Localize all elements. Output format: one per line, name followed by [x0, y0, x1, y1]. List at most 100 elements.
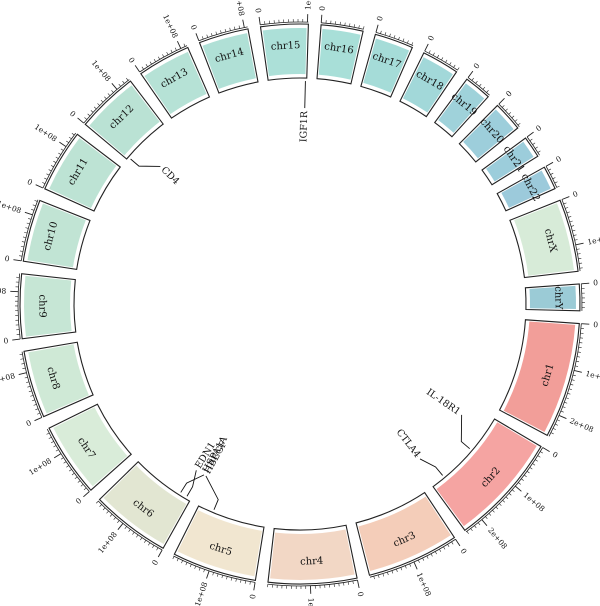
major-tick [581, 323, 590, 325]
minor-tick [499, 503, 502, 506]
minor-tick [128, 529, 131, 532]
major-tick [117, 523, 124, 530]
minor-tick [373, 576, 375, 580]
tick-group-chr15: 0 1e+08 [253, 0, 313, 26]
tick-axis-chr8 [21, 351, 43, 418]
minor-tick [571, 379, 575, 381]
minor-tick [19, 255, 23, 257]
minor-tick [514, 119, 518, 122]
minor-tick [432, 52, 435, 56]
minor-tick [20, 245, 24, 248]
gene-annotation: IGF1R [298, 81, 310, 142]
minor-tick [55, 156, 59, 159]
minor-tick [166, 51, 169, 55]
minor-tick [428, 50, 431, 54]
tick-label: 0 [318, 6, 327, 12]
minor-tick [457, 67, 460, 71]
tick-label: 1e+08 [33, 122, 59, 144]
minor-tick [140, 537, 143, 541]
minor-tick [550, 172, 554, 175]
minor-tick [400, 567, 403, 571]
minor-tick [445, 59, 448, 63]
minor-tick [124, 526, 127, 529]
tick-axis-chr6 [97, 500, 163, 551]
tick-axis-chrX [561, 199, 581, 272]
tick-axis-chrY [580, 283, 583, 311]
tick-label: 1e+08 [303, 0, 313, 10]
tick-axis-chr1 [548, 323, 582, 437]
chromosome-band-chr22 [501, 170, 551, 208]
chromosome-band-chr4 [270, 529, 355, 580]
minor-tick [453, 64, 456, 68]
tick-label: 1e+08 [587, 233, 600, 247]
minor-tick [437, 54, 440, 58]
tick-axis-chr22 [545, 166, 558, 188]
minor-tick [20, 358, 24, 360]
minor-tick [569, 220, 573, 223]
tick-label: 1e+08 [0, 371, 16, 386]
tick-label: 0 [25, 418, 33, 428]
major-tick [558, 415, 567, 419]
minor-tick [21, 363, 25, 365]
minor-tick [529, 467, 533, 470]
minor-tick [540, 451, 544, 454]
gene-connector [304, 81, 306, 109]
minor-tick [482, 86, 486, 90]
minor-tick [220, 30, 222, 34]
tick-axis-chr3 [369, 538, 456, 578]
tick-label: 0 [551, 450, 560, 460]
major-tick [526, 131, 534, 138]
chromosome-box-chr14 [198, 28, 259, 94]
chromosome-box-chr4 [267, 524, 358, 585]
minor-tick [570, 383, 574, 386]
minor-tick [349, 23, 351, 27]
minor-tick [441, 57, 444, 61]
tick-label: 1e+08 [96, 530, 119, 555]
minor-tick [60, 457, 64, 460]
minor-tick [347, 581, 349, 585]
chromosome-ring: chr1chr2chr3chr4chr5chr6chr7chr8chr9chr1… [19, 23, 581, 585]
minor-tick [226, 576, 228, 580]
chromosome-band-chr12 [89, 85, 160, 156]
tick-group-chrX: 0 1e+08 [561, 189, 600, 272]
minor-tick [240, 579, 242, 583]
major-tick [195, 33, 200, 41]
minor-tick [411, 42, 414, 46]
minor-tick [512, 489, 515, 492]
minor-tick [122, 80, 125, 84]
gene-annotation: IL-18R1 [424, 387, 470, 450]
minor-tick [557, 419, 561, 422]
chromosome-band-chr14 [202, 33, 256, 89]
minor-tick [31, 209, 35, 211]
major-tick [561, 196, 570, 200]
minor-tick [66, 465, 69, 468]
minor-tick [234, 26, 236, 30]
tick-label: 0 [248, 593, 258, 599]
minor-tick [535, 146, 538, 149]
minor-tick [77, 480, 81, 483]
minor-tick [104, 96, 107, 100]
chromosome-box-chr13 [140, 46, 211, 119]
chromosome-box-chr9 [19, 273, 77, 340]
minor-tick [238, 25, 240, 29]
tick-label: 1e+08 [306, 598, 316, 606]
major-tick [481, 519, 488, 526]
major-tick [545, 161, 554, 167]
minor-tick [28, 390, 32, 393]
major-tick [581, 282, 590, 285]
chromosome-box-chr7 [48, 403, 132, 491]
minor-tick [485, 516, 488, 519]
major-tick [24, 211, 33, 216]
gene-annotation: CTLA4 [394, 427, 443, 476]
minor-tick [548, 168, 552, 171]
minor-tick [249, 581, 251, 585]
minor-tick [532, 463, 536, 466]
minor-tick [353, 24, 355, 28]
minor-tick [443, 546, 446, 550]
tick-label: 1e+08 [233, 0, 247, 17]
tick-label: 0 [472, 61, 482, 70]
minor-tick [24, 376, 28, 379]
minor-tick [430, 553, 433, 557]
